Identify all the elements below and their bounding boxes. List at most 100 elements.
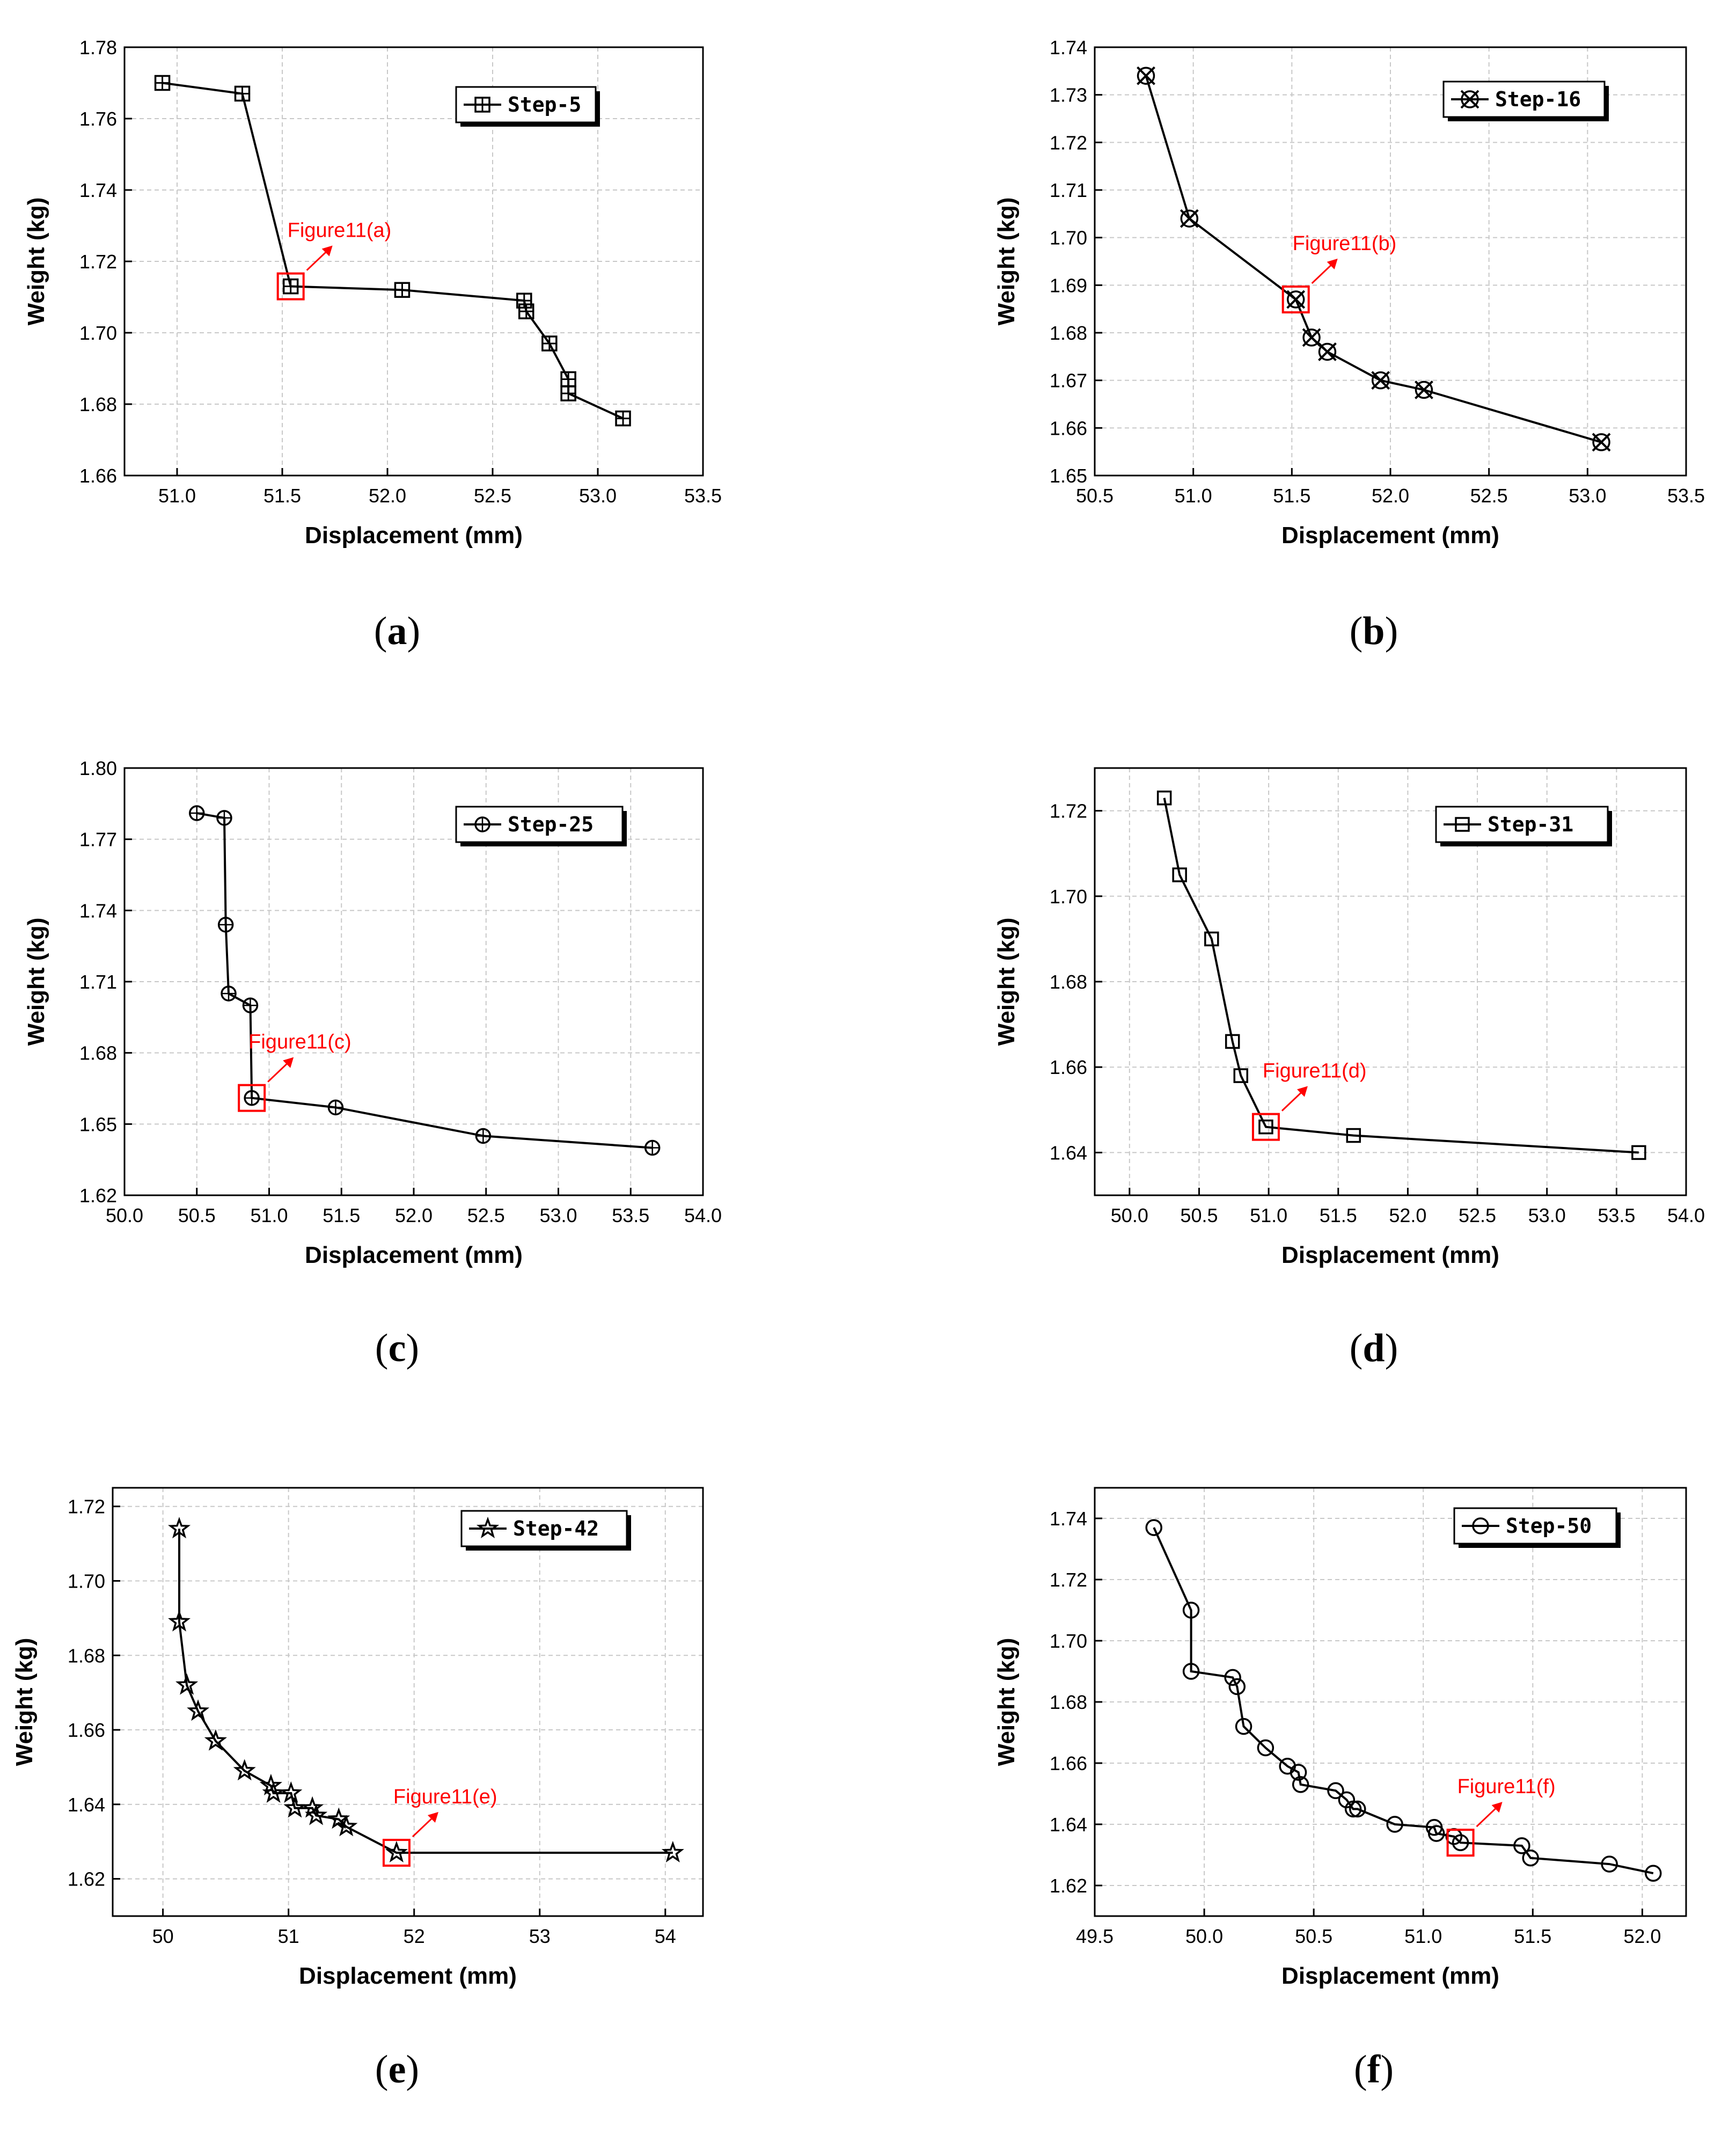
data-point <box>154 75 171 91</box>
y-tick-label: 1.66 <box>79 465 117 487</box>
panel-label-letter: e <box>389 2048 406 2092</box>
panel-label-letter: d <box>1363 1326 1385 1370</box>
data-point <box>518 303 534 319</box>
x-tick-label: 50.5 <box>1180 1204 1218 1226</box>
panel-label-close: ) <box>1385 1326 1398 1370</box>
x-tick-label: 52.0 <box>1623 1925 1661 1947</box>
annotation-label: Figure11(e) <box>393 1786 497 1808</box>
x-tick-label: 52.5 <box>1459 1204 1496 1226</box>
y-tick-label: 1.70 <box>1050 886 1087 908</box>
data-point <box>560 371 576 388</box>
data-point <box>1371 371 1390 390</box>
x-axis-title: Displacement (mm) <box>1281 1242 1499 1268</box>
data-point <box>280 1781 303 1803</box>
data-point <box>1156 790 1172 806</box>
x-tick-label: 50.5 <box>1076 485 1114 507</box>
plot-frame <box>123 46 704 477</box>
y-tick-label: 1.68 <box>68 1645 105 1667</box>
data-point <box>1631 1145 1646 1160</box>
panel-label-letter: b <box>1363 609 1385 653</box>
plot-frame <box>112 1487 704 1917</box>
y-tick-label: 1.69 <box>1050 274 1087 296</box>
data-point <box>1233 1068 1249 1083</box>
x-tick-label: 53.0 <box>1569 485 1606 507</box>
panel-label: (b) <box>1350 609 1398 653</box>
data-point <box>1318 342 1337 361</box>
chart-panel-b: 50.5 51.0 51.5 52.0 52.5 53.0 53.5 1.65 1.66 1.67… <box>993 36 1705 653</box>
legend-marker <box>1455 817 1470 832</box>
y-tick-label: 1.68 <box>1050 322 1087 344</box>
data-point <box>1592 433 1611 452</box>
x-tick-label: 53.5 <box>684 485 722 507</box>
x-tick-label: 50 <box>152 1925 174 1947</box>
y-tick-label: 1.70 <box>68 1570 105 1592</box>
annotation-arrowhead <box>283 1057 294 1068</box>
x-tick-label: 51.5 <box>323 1204 360 1226</box>
x-tick-label: 54 <box>655 1925 676 1947</box>
x-axis-title: Displacement (mm) <box>305 1242 523 1268</box>
y-tick-label: 1.72 <box>68 1496 105 1518</box>
chart-panel-d: 50.0 50.5 51.0 51.5 52.0 52.5 53.0 53.5 54.0 1.64… <box>993 767 1705 1370</box>
y-tick-label: 1.68 <box>1050 971 1087 993</box>
annotation-arrow <box>267 1061 290 1083</box>
x-tick-label: 51.0 <box>1175 485 1212 507</box>
data-point <box>560 385 576 401</box>
data-point <box>234 85 251 102</box>
data-point <box>1344 1800 1362 1818</box>
x-tick-label: 52.5 <box>467 1204 505 1226</box>
y-tick-label: 1.78 <box>79 36 117 59</box>
data-point <box>1182 1602 1200 1619</box>
x-tick-label: 53 <box>529 1925 551 1947</box>
x-tick-label: 50.5 <box>1295 1925 1332 1947</box>
annotation-arrowhead <box>427 1812 438 1823</box>
panel-label-close: ) <box>406 1326 419 1370</box>
legend-box <box>1442 81 1606 118</box>
legend-marker <box>474 97 490 113</box>
data-point <box>1415 380 1433 399</box>
data-point <box>385 1840 408 1862</box>
x-tick-label: 52.5 <box>1470 485 1508 507</box>
data-point <box>283 1796 306 1818</box>
data-point <box>516 293 532 309</box>
y-tick-label: 1.62 <box>79 1185 117 1207</box>
x-tick-label: 53.0 <box>1528 1204 1566 1226</box>
data-point <box>221 985 237 1002</box>
annotation-arrow <box>306 249 329 271</box>
x-tick-label: 51.0 <box>1404 1925 1442 1947</box>
data-point <box>1302 328 1321 347</box>
legend-label: Step-16 <box>1495 87 1581 111</box>
data-point <box>1258 1119 1273 1135</box>
x-axis-title: Displacement (mm) <box>1281 1963 1499 1989</box>
x-tick-label: 53.5 <box>1598 1204 1635 1226</box>
panel-label-open: ( <box>375 1326 389 1370</box>
y-tick-label: 1.66 <box>1050 417 1087 439</box>
annotation-arrow <box>1311 262 1334 284</box>
data-point <box>242 997 259 1013</box>
plot-frame <box>123 767 704 1196</box>
data-point <box>262 1781 285 1803</box>
series-line-step-31 <box>1163 798 1639 1154</box>
data-point <box>1235 1718 1252 1735</box>
x-tick-label: 51.0 <box>158 485 196 507</box>
data-point <box>1137 66 1155 85</box>
annotation-arrow <box>1281 1090 1304 1112</box>
legend-label: Step-25 <box>508 813 594 836</box>
data-point <box>217 917 234 933</box>
data-point <box>1292 1776 1309 1793</box>
annotation-arrowhead <box>321 245 333 257</box>
x-tick-label: 53.5 <box>1667 485 1705 507</box>
x-tick-label: 49.5 <box>1076 1925 1114 1947</box>
legend-marker <box>474 816 490 832</box>
panel-label-open: ( <box>375 2048 389 2092</box>
data-point <box>282 278 299 295</box>
plot-frame <box>1094 1487 1687 1917</box>
highlight-box <box>238 1084 266 1112</box>
chart-panel-f: 49.5 50.0 50.5 51.0 51.5 52.0 1.62 1.64 1.66 1.68… <box>993 1487 1687 2092</box>
x-tick-label: 51.0 <box>250 1204 288 1226</box>
legend-marker <box>1472 1517 1489 1534</box>
data-point <box>189 805 205 821</box>
chart-panel-e: 50 51 52 53 54 1.62 1.64 1.66 1.68 1.70 1.72 Displa… <box>11 1487 704 2092</box>
annotation-label: Figure11(f) <box>1457 1775 1556 1798</box>
panel-label: (f) <box>1354 2048 1394 2092</box>
y-tick-label: 1.74 <box>79 179 117 201</box>
